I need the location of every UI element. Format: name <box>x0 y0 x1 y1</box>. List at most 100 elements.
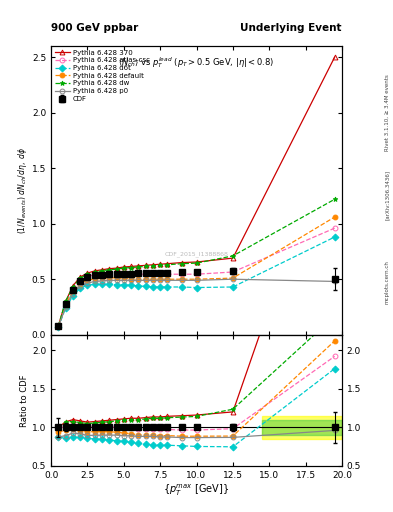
Pythia 6.428 p0 <box>136 278 141 284</box>
Pythia 6.428 dw <box>194 260 199 266</box>
Pythia 6.428 default <box>85 278 90 284</box>
Pythia 6.428 370 <box>165 261 170 267</box>
Pythia 6.428 atlas-csc <box>85 273 90 280</box>
Bar <box>262 420 342 435</box>
Pythia 6.428 p0 <box>194 278 199 284</box>
Pythia 6.428 atlas-csc <box>56 323 61 329</box>
Pythia 6.428 default <box>231 275 235 281</box>
Y-axis label: $(1/N_{events})\ dN_{ch}/d\eta,\ d\phi$: $(1/N_{events})\ dN_{ch}/d\eta,\ d\phi$ <box>16 147 29 234</box>
Pythia 6.428 370 <box>143 262 148 268</box>
Pythia 6.428 default <box>129 275 134 282</box>
Pythia 6.428 dw <box>100 268 105 274</box>
Pythia 6.428 dw <box>114 266 119 272</box>
Pythia 6.428 d6t <box>85 282 90 288</box>
Pythia 6.428 p0 <box>231 276 235 282</box>
Pythia 6.428 dw <box>231 253 235 259</box>
Pythia 6.428 dw <box>180 261 184 267</box>
Pythia 6.428 370 <box>180 260 184 266</box>
Pythia 6.428 370 <box>151 262 155 268</box>
Pythia 6.428 370 <box>136 263 141 269</box>
Pythia 6.428 atlas-csc <box>63 301 68 307</box>
Pythia 6.428 d6t <box>56 324 61 330</box>
Pythia 6.428 default <box>107 274 112 281</box>
Text: $\langle N_{ch}\rangle$ vs $p_T^{lead}$ ($p_T > 0.5$ GeV, $|\eta| < 0.8$): $\langle N_{ch}\rangle$ vs $p_T^{lead}$ … <box>118 55 275 70</box>
Pythia 6.428 atlas-csc <box>121 270 126 276</box>
Pythia 6.428 370 <box>114 265 119 271</box>
Pythia 6.428 atlas-csc <box>114 271 119 278</box>
Pythia 6.428 dw <box>121 265 126 271</box>
Pythia 6.428 atlas-csc <box>151 271 155 278</box>
Pythia 6.428 atlas-csc <box>71 286 75 292</box>
Pythia 6.428 p0 <box>56 324 61 330</box>
Pythia 6.428 default <box>194 276 199 282</box>
Pythia 6.428 d6t <box>114 282 119 288</box>
Pythia 6.428 370 <box>78 274 83 280</box>
Pythia 6.428 370 <box>107 266 112 272</box>
Pythia 6.428 370 <box>63 298 68 305</box>
Pythia 6.428 dw <box>85 271 90 278</box>
Line: Pythia 6.428 p0: Pythia 6.428 p0 <box>56 277 337 329</box>
Text: Rivet 3.1.10, ≥ 3.4M events: Rivet 3.1.10, ≥ 3.4M events <box>385 74 389 151</box>
Pythia 6.428 atlas-csc <box>158 271 163 278</box>
Pythia 6.428 p0 <box>100 278 105 284</box>
Pythia 6.428 dw <box>165 262 170 268</box>
Pythia 6.428 p0 <box>165 278 170 284</box>
X-axis label: $\{p_T^{max}\ [\mathrm{GeV}]\}$: $\{p_T^{max}\ [\mathrm{GeV}]\}$ <box>163 482 230 498</box>
Pythia 6.428 dw <box>143 263 148 269</box>
Y-axis label: Ratio to CDF: Ratio to CDF <box>20 374 29 426</box>
Pythia 6.428 370 <box>158 261 163 267</box>
Pythia 6.428 atlas-csc <box>165 271 170 278</box>
Pythia 6.428 d6t <box>180 284 184 290</box>
Pythia 6.428 default <box>332 214 337 220</box>
Pythia 6.428 p0 <box>332 279 337 285</box>
Pythia 6.428 default <box>136 276 141 282</box>
Pythia 6.428 p0 <box>78 283 83 289</box>
Pythia 6.428 p0 <box>92 279 97 285</box>
Pythia 6.428 d6t <box>92 281 97 287</box>
Pythia 6.428 370 <box>71 283 75 289</box>
Pythia 6.428 dw <box>78 275 83 281</box>
Pythia 6.428 d6t <box>151 284 155 290</box>
Pythia 6.428 dw <box>129 265 134 271</box>
Line: Pythia 6.428 default: Pythia 6.428 default <box>56 215 337 329</box>
Pythia 6.428 p0 <box>143 278 148 284</box>
Pythia 6.428 d6t <box>143 283 148 289</box>
Pythia 6.428 dw <box>71 284 75 290</box>
Pythia 6.428 default <box>121 275 126 281</box>
Pythia 6.428 d6t <box>100 281 105 287</box>
Text: Underlying Event: Underlying Event <box>241 23 342 33</box>
Pythia 6.428 p0 <box>129 278 134 284</box>
Pythia 6.428 atlas-csc <box>92 272 97 278</box>
Pythia 6.428 atlas-csc <box>180 271 184 278</box>
Pythia 6.428 p0 <box>107 278 112 284</box>
Pythia 6.428 p0 <box>158 278 163 284</box>
Pythia 6.428 d6t <box>194 285 199 291</box>
Pythia 6.428 dw <box>158 262 163 268</box>
Pythia 6.428 370 <box>332 54 337 60</box>
Line: Pythia 6.428 atlas-csc: Pythia 6.428 atlas-csc <box>56 226 337 328</box>
Pythia 6.428 atlas-csc <box>107 270 112 276</box>
Pythia 6.428 p0 <box>180 278 184 284</box>
Pythia 6.428 dw <box>107 267 112 273</box>
Bar <box>262 416 342 439</box>
Line: Pythia 6.428 370: Pythia 6.428 370 <box>56 55 337 328</box>
Pythia 6.428 d6t <box>71 293 75 299</box>
Pythia 6.428 d6t <box>63 305 68 311</box>
Text: CDF_2015_I1388868: CDF_2015_I1388868 <box>165 251 228 257</box>
Pythia 6.428 p0 <box>151 278 155 284</box>
Pythia 6.428 p0 <box>71 291 75 297</box>
Pythia 6.428 default <box>63 302 68 308</box>
Pythia 6.428 default <box>56 323 61 329</box>
Pythia 6.428 atlas-csc <box>100 271 105 278</box>
Pythia 6.428 d6t <box>121 282 126 288</box>
Pythia 6.428 default <box>92 275 97 282</box>
Pythia 6.428 p0 <box>121 278 126 284</box>
Pythia 6.428 p0 <box>85 280 90 286</box>
Pythia 6.428 default <box>71 288 75 294</box>
Line: Pythia 6.428 d6t: Pythia 6.428 d6t <box>56 234 337 329</box>
Pythia 6.428 atlas-csc <box>136 271 141 278</box>
Text: [arXiv:1306.3436]: [arXiv:1306.3436] <box>385 169 389 220</box>
Pythia 6.428 p0 <box>63 304 68 310</box>
Pythia 6.428 370 <box>129 263 134 269</box>
Pythia 6.428 dw <box>136 264 141 270</box>
